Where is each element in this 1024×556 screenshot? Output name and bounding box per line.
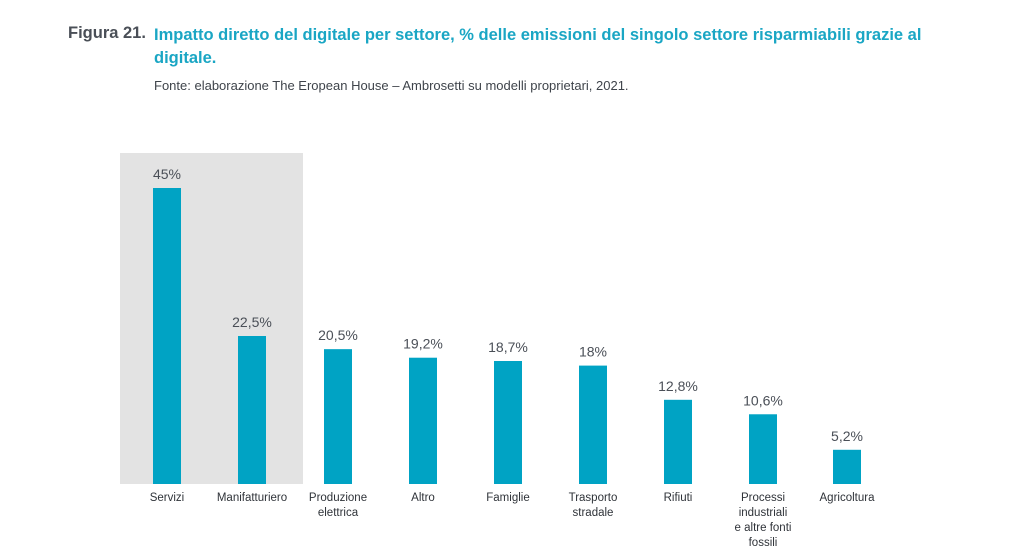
data-label: 18,7% xyxy=(488,339,528,355)
data-label: 18% xyxy=(579,344,607,360)
data-label: 20,5% xyxy=(318,327,358,343)
bar xyxy=(409,357,437,484)
category-label: Trasporto stradale xyxy=(569,492,618,519)
bar xyxy=(664,399,692,484)
category-label: Agricoltura xyxy=(820,492,876,504)
data-label: 10,6% xyxy=(743,392,783,408)
category-label: Servizi xyxy=(150,492,185,504)
chart-source: Fonte: elaborazione The Eropean House – … xyxy=(154,78,629,93)
bar xyxy=(153,188,181,484)
data-label: 19,2% xyxy=(403,336,443,352)
bar xyxy=(833,449,861,484)
category-label: Altro xyxy=(411,492,435,504)
data-label: 45% xyxy=(153,166,181,182)
bar xyxy=(579,365,607,484)
category-label: Processi industriali e altre fonti fossili xyxy=(735,492,792,549)
bar xyxy=(749,414,777,484)
bar xyxy=(494,360,522,484)
chart-title: Impatto diretto del digitale per settore… xyxy=(154,26,922,67)
category-label: Produzione elettrica xyxy=(309,492,367,519)
data-label: 22,5% xyxy=(232,314,272,330)
figure-number: Figura 21. xyxy=(68,24,146,42)
category-label: Manifatturiero xyxy=(217,492,287,504)
data-label: 12,8% xyxy=(658,378,698,394)
bar xyxy=(324,349,352,484)
data-label: 5,2% xyxy=(831,428,863,444)
category-label: Famiglie xyxy=(486,492,529,504)
bar xyxy=(238,336,266,484)
highlight-background xyxy=(120,153,303,484)
category-label: Rifiuti xyxy=(664,492,693,504)
